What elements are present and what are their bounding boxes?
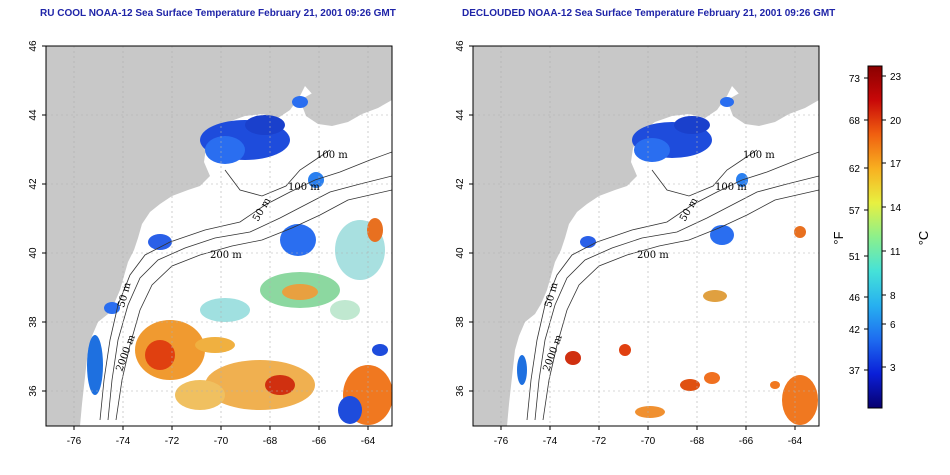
axis-ticks xyxy=(469,45,796,430)
lat-tick-label: 46 xyxy=(455,40,466,52)
land-mass xyxy=(473,46,819,426)
right-map-title: DECLOUDED NOAA-12 Sea Surface Temperatur… xyxy=(462,8,836,19)
sst-patches xyxy=(87,96,392,425)
lon-tick-label: -64 xyxy=(361,436,376,447)
celsius-tick-label: 20 xyxy=(890,116,902,127)
nova-scotia xyxy=(727,58,819,126)
lat-tick-label: 46 xyxy=(28,40,39,52)
lon-tick-label: -66 xyxy=(312,436,327,447)
left-map-content: 100 m 100 m 50 m 200 m 50 m 2000 m xyxy=(46,46,392,426)
lon-tick-label: -76 xyxy=(67,436,82,447)
contour-label: 100 m xyxy=(316,150,348,161)
fahrenheit-unit-label: °F xyxy=(831,231,846,244)
lon-tick-label: -66 xyxy=(739,436,754,447)
lon-tick-label: -72 xyxy=(165,436,180,447)
temperature-colorbar: 73 68 62 57 51 46 42 37 23 20 17 14 11 8… xyxy=(831,65,931,409)
bathymetry-contours xyxy=(99,149,392,421)
map-frame xyxy=(472,45,820,427)
contour-label: 200 m xyxy=(637,250,669,261)
lat-tick-label: 44 xyxy=(28,109,39,121)
lon-tick-label: -74 xyxy=(116,436,131,447)
right-map-content: 100 m 100 m 50 m 200 m 50 m 2000 m xyxy=(473,46,819,426)
lat-tick-label: 42 xyxy=(28,178,39,190)
lat-tick-label: 36 xyxy=(455,385,466,397)
fahrenheit-tick-label: 68 xyxy=(849,116,861,127)
contour-label: 200 m xyxy=(210,250,242,261)
fahrenheit-tick-label: 62 xyxy=(849,164,861,175)
fahrenheit-tick-label: 51 xyxy=(849,252,861,263)
lon-tick-label: -70 xyxy=(641,436,656,447)
lat-tick-label: 36 xyxy=(28,385,39,397)
fahrenheit-tick-label: 57 xyxy=(849,206,861,217)
celsius-tick-label: 8 xyxy=(890,291,896,302)
left-map-title: RU COOL NOAA-12 Sea Surface Temperature … xyxy=(40,8,396,19)
lon-tick-label: -74 xyxy=(543,436,558,447)
lon-tick-label: -68 xyxy=(690,436,705,447)
fahrenheit-tick-label: 73 xyxy=(849,74,861,85)
lat-tick-label: 40 xyxy=(28,247,39,259)
lat-tick-label: 38 xyxy=(28,316,39,328)
map-gridlines xyxy=(473,46,819,426)
lon-tick-label: -70 xyxy=(214,436,229,447)
celsius-tick-label: 23 xyxy=(890,72,902,83)
lon-tick-label: -76 xyxy=(494,436,509,447)
lat-tick-label: 44 xyxy=(455,109,466,121)
fahrenheit-tick-label: 37 xyxy=(849,366,861,377)
land-mass xyxy=(46,46,392,426)
celsius-tick-label: 14 xyxy=(890,203,902,214)
celsius-tick-label: 6 xyxy=(890,320,896,331)
axis-ticks xyxy=(42,45,369,430)
lon-tick-label: -72 xyxy=(592,436,607,447)
celsius-labels: 23 20 17 14 11 8 6 3 xyxy=(890,72,902,374)
fahrenheit-labels: 73 68 62 57 51 46 42 37 xyxy=(849,74,861,377)
latitude-labels: 46 44 42 40 38 36 xyxy=(28,40,39,397)
contour-label: 100 m xyxy=(715,182,747,193)
latitude-labels: 46 44 42 40 38 36 xyxy=(455,40,466,397)
nova-scotia xyxy=(300,58,392,126)
lat-tick-label: 38 xyxy=(455,316,466,328)
fahrenheit-tick-label: 42 xyxy=(849,325,861,336)
lat-tick-label: 42 xyxy=(455,178,466,190)
bathymetry-contours xyxy=(526,149,819,421)
celsius-tick-label: 17 xyxy=(890,159,902,170)
contour-label: 100 m xyxy=(743,150,775,161)
left-map-panel: 100 m 100 m 50 m 200 m 50 m 2000 m 46 44… xyxy=(28,40,393,447)
lon-tick-label: -68 xyxy=(263,436,278,447)
colorbar-ticks xyxy=(864,75,886,371)
fahrenheit-tick-label: 46 xyxy=(849,293,861,304)
longitude-labels: -76 -74 -72 -70 -68 -66 -64 xyxy=(494,436,803,447)
celsius-tick-label: 11 xyxy=(890,247,901,258)
map-frame xyxy=(45,45,393,427)
right-map-panel: 100 m 100 m 50 m 200 m 50 m 2000 m 46 44… xyxy=(455,40,820,447)
contour-label: 100 m xyxy=(288,182,320,193)
sst-patches xyxy=(517,97,818,425)
colorbar-gradient xyxy=(867,65,883,409)
celsius-tick-label: 3 xyxy=(890,363,896,374)
lon-tick-label: -64 xyxy=(788,436,803,447)
longitude-labels: -76 -74 -72 -70 -68 -66 -64 xyxy=(67,436,376,447)
lat-tick-label: 40 xyxy=(455,247,466,259)
celsius-unit-label: °C xyxy=(916,231,931,246)
map-gridlines xyxy=(46,46,392,426)
